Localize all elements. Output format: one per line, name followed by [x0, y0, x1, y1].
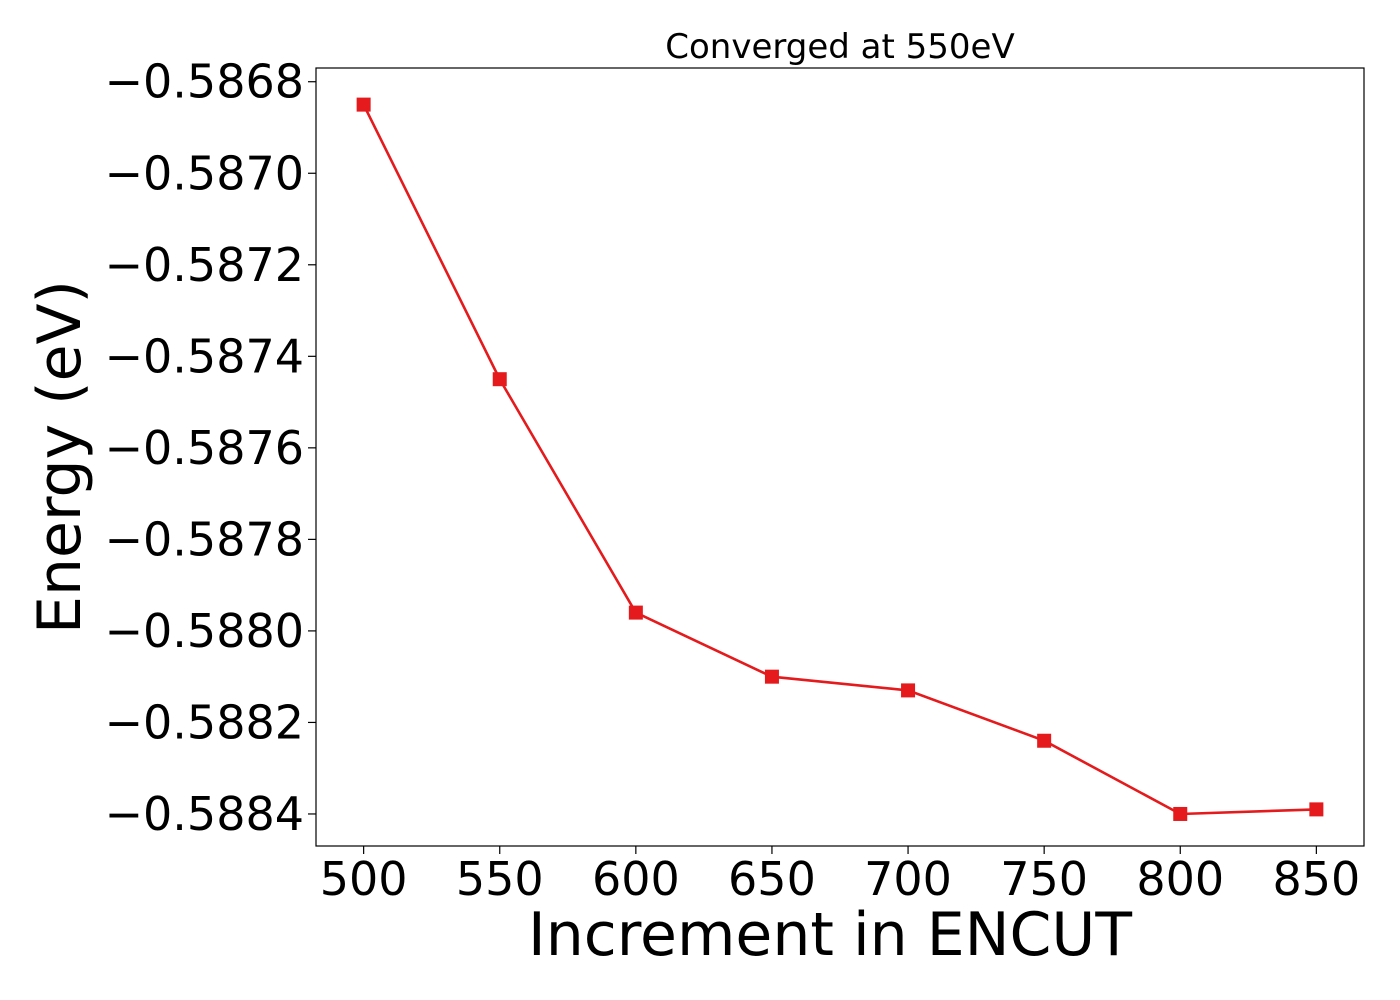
y-tick-label: −0.5874 [105, 329, 305, 383]
x-axis-label: Increment in ENCUT [528, 900, 1132, 970]
x-tick-label: 550 [456, 852, 544, 906]
data-point-marker [764, 669, 779, 684]
y-axis-ticks: −0.5868 −0.5870 −0.5872 −0.5874 −0.5876 −0.58… [105, 55, 316, 841]
data-point-marker [1173, 806, 1188, 821]
y-axis-label: Energy (eV) [25, 280, 95, 634]
chart-title: Converged at 550eV [665, 27, 1014, 67]
data-point-marker [901, 683, 916, 698]
y-tick-label: −0.5872 [105, 238, 305, 292]
data-point-marker [1037, 733, 1052, 748]
y-tick-label: −0.5882 [105, 695, 305, 749]
series-line [362, 104, 1317, 816]
x-tick-label: 700 [864, 852, 952, 906]
plot-series [356, 97, 1324, 821]
y-tick-label: −0.5870 [105, 146, 305, 200]
data-point-marker [1309, 802, 1324, 817]
x-tick-label: 850 [1272, 852, 1360, 906]
y-tick-label: −0.5868 [105, 55, 305, 109]
y-tick-label: −0.5884 [105, 787, 305, 841]
data-point-marker [492, 372, 507, 387]
plot-frame [315, 67, 1365, 847]
x-axis-ticks: 500 550 600 650 700 750 800 850 [320, 846, 1360, 906]
y-tick-label: −0.5876 [105, 421, 305, 475]
y-tick-label: −0.5880 [105, 604, 305, 658]
data-point-marker [628, 605, 643, 620]
x-tick-label: 750 [1000, 852, 1088, 906]
x-tick-label: 800 [1136, 852, 1224, 906]
x-tick-label: 500 [320, 852, 408, 906]
data-point-marker [356, 97, 371, 112]
x-tick-label: 650 [728, 852, 816, 906]
y-tick-label: −0.5878 [105, 512, 305, 566]
x-tick-label: 600 [592, 852, 680, 906]
